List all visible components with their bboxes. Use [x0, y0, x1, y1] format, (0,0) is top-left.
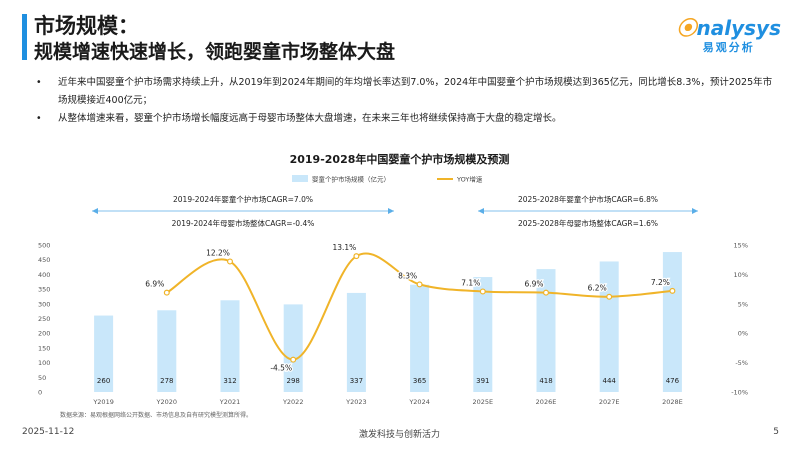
bar-y2019: [94, 315, 114, 392]
bullet-list: 近年来中国婴童个护市场需求持续上升，从2019年到2024年期间的年均增长率达到…: [30, 74, 778, 128]
logo-wordmark: ⦿nalysys: [676, 16, 781, 40]
x-tick-label: 2028E: [662, 398, 683, 406]
cagr-arrow-left-head-left: [92, 208, 98, 214]
bar-value-label: 418: [539, 377, 552, 385]
cagr-arrow-right-head-left: [478, 208, 484, 214]
x-tick-label: 2027E: [599, 398, 620, 406]
y-right-tick-label: 5%: [738, 300, 748, 308]
y-left-tick-label: 0: [38, 389, 42, 397]
x-tick-label: Y2024: [408, 398, 430, 406]
yoy-value-label: 6.2%: [588, 284, 607, 293]
bar-value-label: 365: [413, 377, 426, 385]
y-left-tick-label: 300: [38, 300, 50, 308]
y-left-tick-label: 500: [38, 242, 50, 250]
x-tick-label: Y2019: [92, 398, 114, 406]
bar-2028e: [662, 252, 682, 392]
y-right-tick-label: -10%: [731, 389, 748, 397]
bar-y2022: [283, 304, 303, 392]
cagr-annotation: 2025-2028年婴童个护市场CAGR=6.8%: [518, 194, 658, 204]
analysys-logo: ⦿nalysys 易观分析: [677, 12, 781, 55]
page-title: 市场规模：: [34, 14, 139, 38]
cagr-annotation: 2019-2024年婴童个护市场CAGR=7.0%: [173, 194, 313, 204]
y-left-tick-label: 100: [38, 359, 50, 367]
page-number: 5: [773, 427, 779, 437]
bar-y2024: [410, 284, 430, 392]
yoy-value-label: 7.1%: [461, 278, 480, 287]
y-right-tick-label: -5%: [735, 359, 748, 367]
y-left-tick-label: 250: [38, 315, 50, 323]
bar-value-label: 444: [603, 377, 617, 385]
bar-value-label: 298: [287, 377, 300, 385]
yoy-value-label: 7.2%: [651, 278, 670, 287]
chart-title: 2019-2028年中国婴童个护市场规模及预测: [289, 153, 510, 166]
y-left-tick-label: 350: [38, 286, 50, 294]
y-left-tick-label: 150: [38, 344, 50, 352]
x-tick-label: Y2022: [282, 398, 304, 406]
legend-bar-swatch: [292, 175, 308, 182]
y-left-tick-label: 50: [38, 374, 46, 382]
yoy-point-2028e: [669, 287, 676, 294]
logo-chinese: 易观分析: [702, 41, 755, 54]
yoy-point-2025e: [479, 288, 486, 295]
y-left-tick-label: 200: [38, 330, 50, 338]
footer-date: 2025-11-12: [22, 427, 75, 437]
page-subtitle: 规模增速快速增长，领跑婴童市场整体大盘: [34, 41, 396, 63]
bar-value-label: 260: [97, 377, 110, 385]
bar-2026e: [536, 269, 556, 392]
yoy-point-y2023: [353, 253, 360, 260]
bar-value-label: 391: [476, 377, 489, 385]
cagr-arrow-right-head-right: [692, 208, 698, 214]
bar-y2023: [346, 292, 366, 392]
yoy-point-y2020: [163, 289, 170, 296]
bar-value-label: 337: [350, 377, 363, 385]
bar-value-label: 476: [666, 377, 680, 385]
bullet-item: 从整体增速来看，婴童个护市场增长幅度远高于母婴市场整体大盘增速，在未来三年也将继…: [30, 110, 778, 128]
cagr-arrow-left-head-right: [388, 208, 394, 214]
bar-y2020: [157, 310, 177, 392]
yoy-value-label: 8.3%: [398, 271, 417, 280]
x-tick-label: Y2021: [219, 398, 241, 406]
x-tick-label: Y2020: [156, 398, 178, 406]
bar-2025e: [473, 277, 493, 392]
x-tick-label: Y2023: [345, 398, 367, 406]
yoy-value-label: 13.1%: [332, 243, 356, 252]
y-right-tick-label: 10%: [734, 271, 748, 279]
source-note: 数据来源：易观根据网络公开数据、市场信息及自有研究模型测算所得。: [60, 412, 253, 419]
x-tick-label: 2026E: [536, 398, 557, 406]
yoy-point-2026e: [542, 289, 549, 296]
cagr-annotation: 2025-2028年母婴市场整体CAGR=1.6%: [518, 218, 658, 228]
y-left-tick-label: 400: [38, 271, 50, 279]
legend-line-label: YOY增速: [456, 175, 483, 184]
x-tick-label: 2025E: [472, 398, 493, 406]
bullet-item: 近年来中国婴童个护市场需求持续上升，从2019年到2024年期间的年均增长率达到…: [30, 74, 778, 110]
yoy-point-2027e: [606, 293, 613, 300]
bar-value-label: 278: [160, 377, 173, 385]
yoy-value-label: 6.9%: [524, 280, 543, 289]
legend-bar-label: 婴童个护市场规模（亿元）: [312, 175, 390, 184]
y-right-tick-label: 15%: [734, 242, 748, 250]
yoy-value-label: 6.9%: [145, 280, 164, 289]
title-accent-bar: [22, 14, 27, 60]
y-right-tick-label: 0%: [738, 330, 748, 338]
yoy-value-label: 12.2%: [206, 248, 230, 257]
footer-slogan: 激发科技与创新活力: [358, 430, 440, 440]
yoy-point-y2024: [416, 281, 423, 288]
y-left-tick-label: 450: [38, 256, 50, 264]
cagr-annotation: 2019-2024年母婴市场整体CAGR=-0.4%: [172, 218, 315, 228]
yoy-value-label: -4.5%: [270, 364, 292, 373]
yoy-point-y2022: [290, 356, 297, 363]
bar-2027e: [599, 261, 619, 392]
yoy-line: [166, 252, 673, 361]
yoy-point-y2021: [227, 258, 234, 265]
bar-value-label: 312: [223, 377, 236, 385]
bar-y2021: [220, 300, 240, 392]
